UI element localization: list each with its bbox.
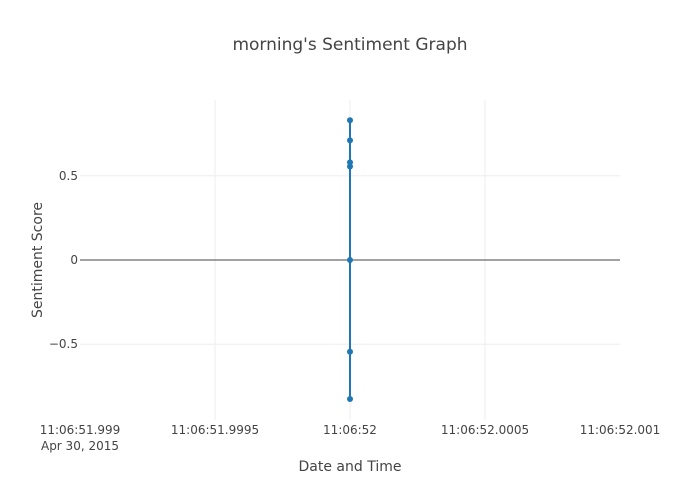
data-point bbox=[347, 348, 353, 355]
y-axis-title: Sentiment Score bbox=[30, 202, 46, 318]
data-series bbox=[347, 117, 353, 402]
data-point bbox=[347, 257, 353, 263]
x-tick-label: 11:06:51.9995 bbox=[171, 423, 259, 437]
y-tick-label: 0 bbox=[70, 253, 78, 267]
x-axis-title: Date and Time bbox=[299, 459, 402, 475]
data-point bbox=[347, 395, 353, 402]
x-tick-label: 11:06:51.999 bbox=[40, 423, 121, 437]
data-point bbox=[347, 163, 353, 170]
x-tick-label: 11:06:52 bbox=[323, 423, 377, 437]
data-point bbox=[347, 159, 353, 166]
data-point bbox=[347, 137, 353, 144]
x-tick-label: 11:06:52.0005 bbox=[441, 423, 529, 437]
data-point bbox=[347, 117, 353, 124]
y-tick-label: 0.5 bbox=[59, 169, 78, 183]
x-tick-label: 11:06:52.001 bbox=[580, 423, 661, 437]
y-tick-label: −0.5 bbox=[49, 337, 78, 351]
chart-title: morning's Sentiment Graph bbox=[232, 35, 467, 55]
x-tick-date-label: Apr 30, 2015 bbox=[41, 439, 119, 453]
tick-labels: 11:06:51.999 11:06:51.9995 11:06:52 11:06:5… bbox=[40, 169, 661, 453]
